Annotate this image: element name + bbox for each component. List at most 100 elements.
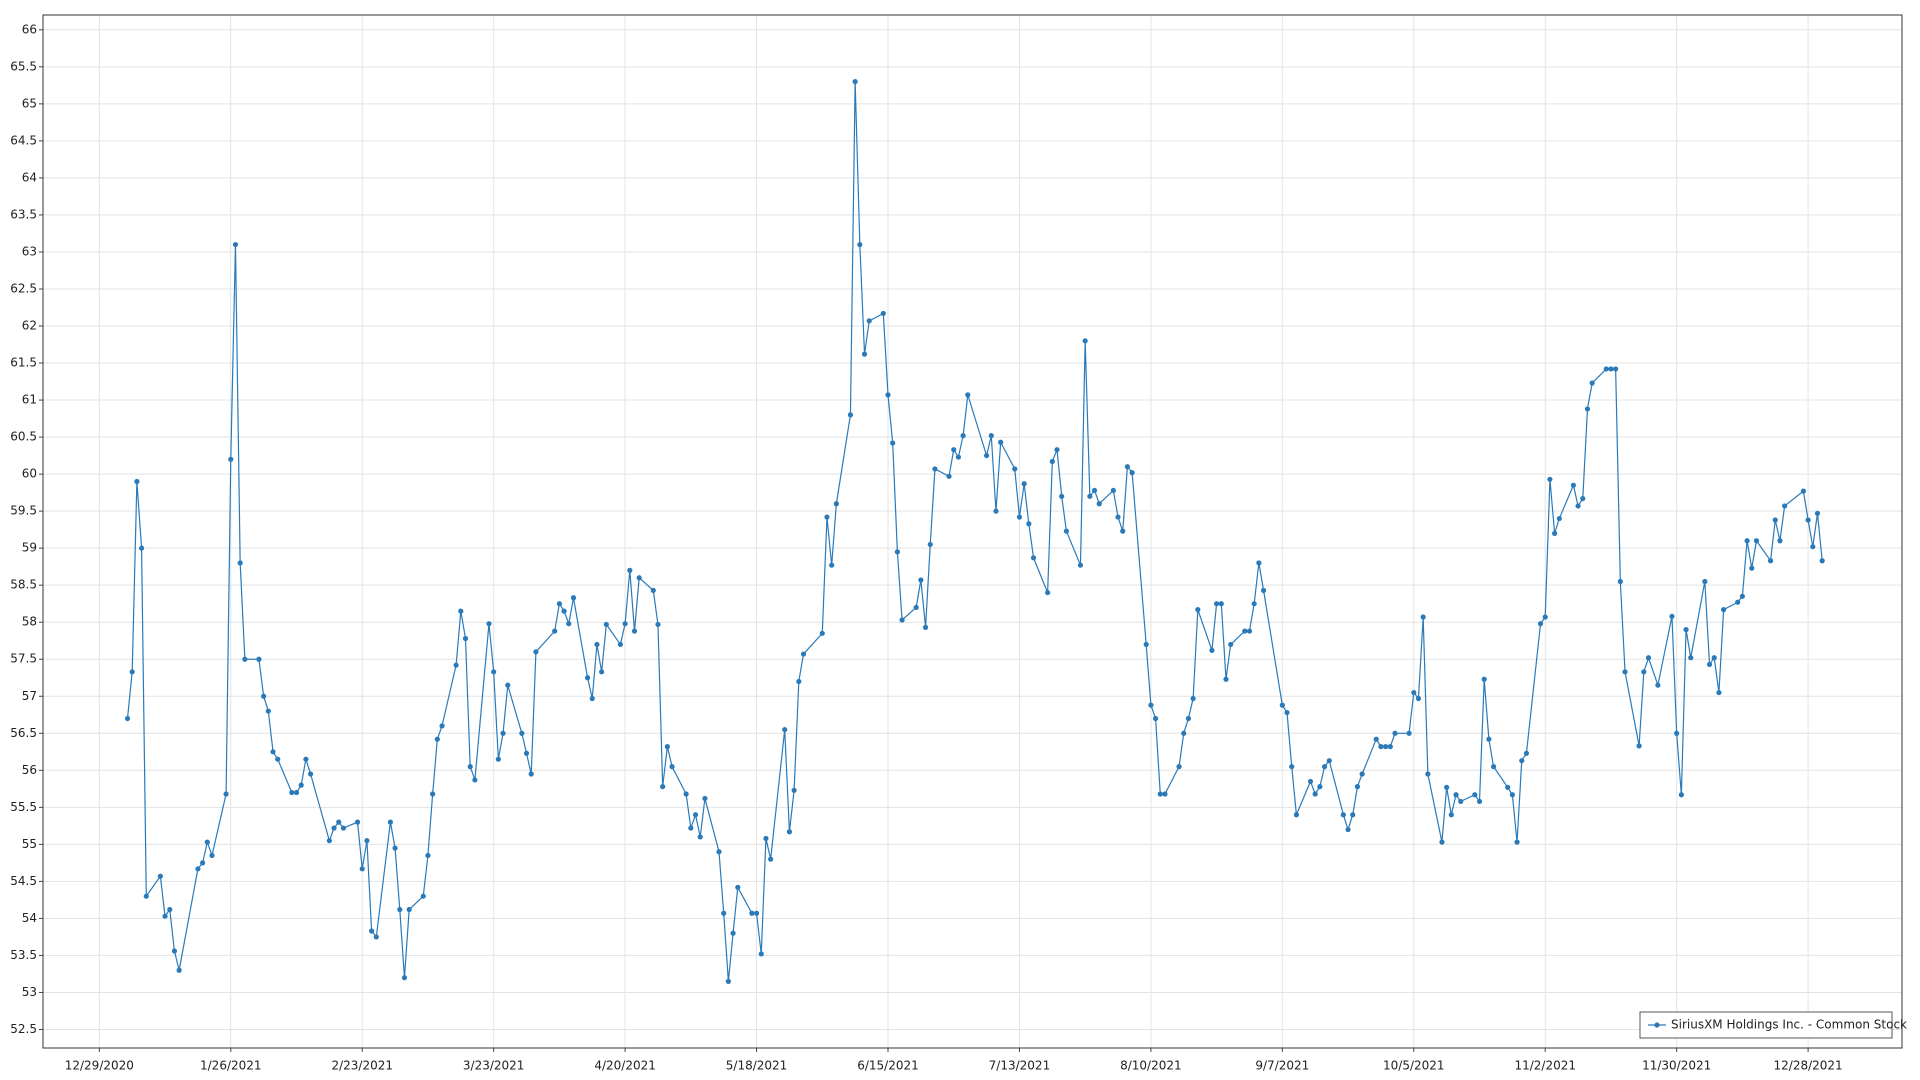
data-point — [1706, 661, 1713, 668]
data-point — [1415, 695, 1422, 702]
data-point — [1603, 366, 1609, 372]
data-point — [749, 910, 755, 916]
data-point — [298, 782, 304, 788]
data-point — [1800, 488, 1807, 494]
data-point — [1636, 743, 1642, 749]
data-point — [570, 595, 577, 601]
data-point — [955, 454, 962, 460]
data-point — [1439, 839, 1445, 845]
y-tick-label: 65.5 — [10, 59, 37, 73]
data-point — [1030, 555, 1037, 561]
data-point — [1411, 689, 1417, 696]
data-point — [1749, 565, 1755, 571]
data-point — [786, 829, 793, 835]
y-tick-label: 56 — [22, 763, 37, 777]
data-point — [664, 744, 670, 750]
data-point — [1214, 601, 1220, 607]
x-tick-label: 12/28/2021 — [1774, 1059, 1843, 1073]
data-point — [716, 849, 722, 855]
x-tick-label: 12/29/2020 — [65, 1059, 134, 1073]
data-point — [1476, 798, 1483, 805]
data-point — [392, 845, 398, 851]
data-point — [589, 695, 595, 702]
data-point — [1120, 528, 1126, 534]
data-point — [566, 621, 572, 627]
data-point — [1016, 514, 1023, 520]
data-point — [1307, 778, 1314, 785]
data-point — [1181, 730, 1187, 736]
data-point — [462, 635, 469, 642]
data-point — [932, 466, 938, 472]
y-tick-label: 65 — [22, 96, 37, 110]
data-point — [1674, 730, 1680, 736]
data-point — [918, 577, 924, 583]
y-tick-label: 59.5 — [10, 504, 37, 518]
data-point — [1819, 558, 1825, 564]
data-point — [472, 777, 478, 783]
data-point — [1556, 515, 1562, 522]
data-point — [1523, 750, 1530, 756]
data-point — [138, 545, 145, 551]
data-point — [519, 730, 525, 736]
data-point — [1458, 798, 1464, 805]
x-tick-label: 7/13/2021 — [989, 1059, 1051, 1073]
data-point — [1772, 517, 1778, 523]
data-point — [1486, 736, 1492, 742]
data-point — [195, 866, 201, 872]
data-point — [890, 440, 896, 446]
data-point — [1087, 493, 1093, 499]
data-point — [1735, 599, 1741, 605]
data-point — [983, 452, 990, 459]
y-tick-label: 53.5 — [10, 948, 37, 962]
data-point — [270, 749, 276, 755]
data-point — [505, 682, 511, 688]
data-point — [1589, 380, 1595, 386]
y-tick-label: 61.5 — [10, 356, 37, 370]
data-point — [763, 835, 769, 842]
data-point — [1246, 628, 1253, 634]
y-tick-label: 57.5 — [10, 652, 37, 666]
data-point — [1613, 366, 1619, 372]
data-point — [204, 839, 210, 845]
data-point — [669, 764, 675, 770]
data-point — [1063, 528, 1069, 534]
data-point — [622, 621, 628, 627]
data-point — [523, 750, 530, 756]
data-point — [1505, 784, 1511, 790]
data-point — [1242, 628, 1248, 634]
data-point — [1082, 338, 1088, 344]
x-tick-label: 1/26/2021 — [200, 1059, 262, 1073]
plot-border — [42, 14, 1903, 1049]
data-point — [1753, 538, 1760, 544]
data-point — [397, 906, 403, 913]
y-tick-label: 59 — [22, 541, 37, 555]
data-point — [1359, 771, 1365, 777]
data-point — [1406, 730, 1412, 736]
data-point — [1256, 560, 1262, 566]
data-point — [326, 838, 332, 844]
data-point — [819, 630, 825, 636]
data-point — [293, 789, 300, 796]
data-point — [866, 318, 872, 324]
data-point — [617, 641, 624, 648]
data-point — [885, 392, 891, 398]
data-point — [768, 856, 774, 862]
data-point — [561, 608, 567, 614]
data-point — [1077, 562, 1084, 568]
data-point — [1519, 758, 1525, 764]
data-point — [134, 478, 140, 485]
data-point — [946, 473, 952, 479]
data-point — [1570, 482, 1576, 488]
data-point — [1547, 476, 1553, 482]
data-point — [209, 852, 215, 859]
y-tick-label: 55.5 — [10, 800, 37, 814]
data-point — [1091, 487, 1098, 494]
data-point — [1678, 792, 1684, 798]
data-point — [847, 412, 854, 418]
data-point — [1702, 578, 1708, 585]
data-point — [1115, 514, 1121, 520]
y-tick-label: 64 — [22, 170, 37, 184]
data-point — [894, 549, 900, 555]
data-point — [486, 621, 492, 627]
data-point — [401, 975, 408, 981]
